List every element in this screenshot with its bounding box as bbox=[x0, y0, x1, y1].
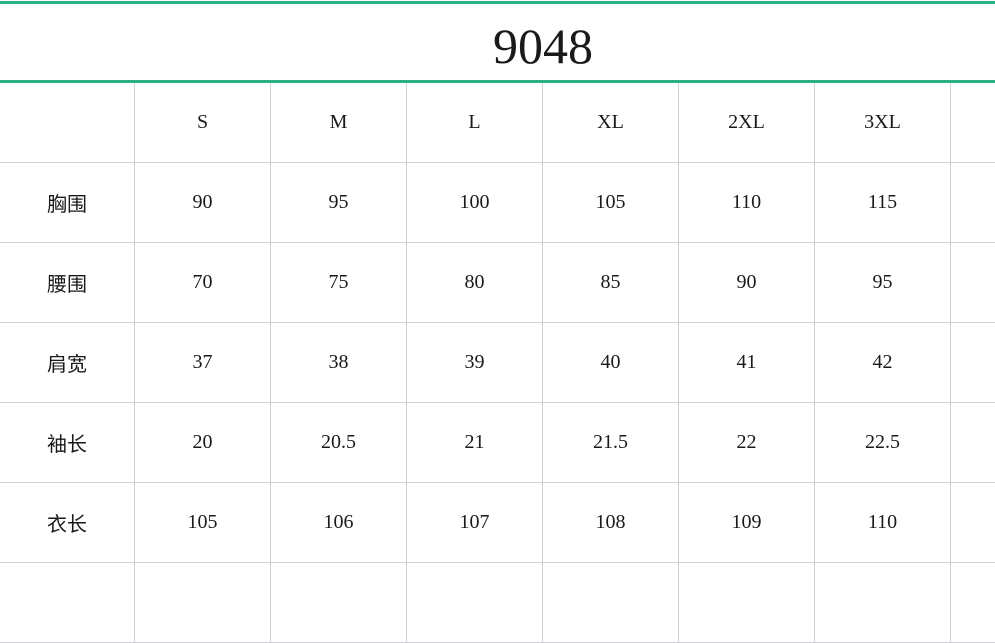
empty-cell[interactable] bbox=[543, 563, 679, 642]
sheet-title: 9048 bbox=[493, 18, 593, 74]
empty-cell[interactable] bbox=[951, 323, 995, 402]
value-cell[interactable]: 110 bbox=[815, 483, 951, 562]
value-cell[interactable]: 90 bbox=[679, 243, 815, 322]
size-header-cell[interactable]: 2XL bbox=[679, 83, 815, 162]
top-border-line bbox=[0, 1, 995, 4]
size-header-cell[interactable]: S bbox=[135, 83, 271, 162]
value-cell[interactable]: 95 bbox=[271, 163, 407, 242]
value-cell[interactable]: 106 bbox=[271, 483, 407, 562]
value-cell[interactable]: 95 bbox=[815, 243, 951, 322]
value-cell[interactable]: 20.5 bbox=[271, 403, 407, 482]
value-cell[interactable]: 90 bbox=[135, 163, 271, 242]
empty-cell[interactable] bbox=[951, 163, 995, 242]
value-cell[interactable]: 105 bbox=[135, 483, 271, 562]
empty-cell[interactable] bbox=[951, 83, 995, 162]
empty-cell[interactable] bbox=[271, 563, 407, 642]
value-cell[interactable]: 115 bbox=[815, 163, 951, 242]
row-label-cell[interactable]: 腰围 bbox=[0, 243, 135, 322]
value-cell[interactable]: 108 bbox=[543, 483, 679, 562]
empty-cell[interactable] bbox=[951, 403, 995, 482]
empty-cell[interactable] bbox=[0, 563, 135, 642]
value-cell[interactable]: 107 bbox=[407, 483, 543, 562]
value-cell[interactable]: 75 bbox=[271, 243, 407, 322]
size-header-cell[interactable]: L bbox=[407, 83, 543, 162]
title-underline bbox=[0, 80, 995, 83]
header-row: S M L XL 2XL 3XL bbox=[0, 83, 995, 163]
value-cell[interactable]: 38 bbox=[271, 323, 407, 402]
empty-cell[interactable] bbox=[815, 563, 951, 642]
value-cell[interactable]: 109 bbox=[679, 483, 815, 562]
empty-cell[interactable] bbox=[135, 563, 271, 642]
value-cell[interactable]: 70 bbox=[135, 243, 271, 322]
value-cell[interactable]: 20 bbox=[135, 403, 271, 482]
empty-cell[interactable] bbox=[951, 243, 995, 322]
value-cell[interactable]: 37 bbox=[135, 323, 271, 402]
value-cell[interactable]: 42 bbox=[815, 323, 951, 402]
size-header-cell[interactable]: XL bbox=[543, 83, 679, 162]
row-label-cell[interactable]: 袖长 bbox=[0, 403, 135, 482]
value-cell[interactable]: 41 bbox=[679, 323, 815, 402]
value-cell[interactable]: 105 bbox=[543, 163, 679, 242]
empty-row bbox=[0, 563, 995, 643]
value-cell[interactable]: 21.5 bbox=[543, 403, 679, 482]
table-row: 腰围 70 75 80 85 90 95 bbox=[0, 243, 995, 323]
value-cell[interactable]: 22 bbox=[679, 403, 815, 482]
size-table: S M L XL 2XL 3XL 胸围 90 95 100 105 110 115 腰围 70 75 80 85 9… bbox=[0, 83, 995, 643]
row-label-cell[interactable]: 肩宽 bbox=[0, 323, 135, 402]
row-label-cell[interactable]: 胸围 bbox=[0, 163, 135, 242]
corner-cell[interactable] bbox=[0, 83, 135, 162]
empty-cell[interactable] bbox=[679, 563, 815, 642]
value-cell[interactable]: 21 bbox=[407, 403, 543, 482]
value-cell[interactable]: 100 bbox=[407, 163, 543, 242]
empty-cell[interactable] bbox=[951, 563, 995, 642]
value-cell[interactable]: 22.5 bbox=[815, 403, 951, 482]
table-row: 肩宽 37 38 39 40 41 42 bbox=[0, 323, 995, 403]
value-cell[interactable]: 110 bbox=[679, 163, 815, 242]
table-row: 袖长 20 20.5 21 21.5 22 22.5 bbox=[0, 403, 995, 483]
empty-cell[interactable] bbox=[407, 563, 543, 642]
value-cell[interactable]: 80 bbox=[407, 243, 543, 322]
value-cell[interactable]: 39 bbox=[407, 323, 543, 402]
value-cell[interactable]: 40 bbox=[543, 323, 679, 402]
empty-cell[interactable] bbox=[951, 483, 995, 562]
table-row: 胸围 90 95 100 105 110 115 bbox=[0, 163, 995, 243]
row-label-cell[interactable]: 衣长 bbox=[0, 483, 135, 562]
size-header-cell[interactable]: 3XL bbox=[815, 83, 951, 162]
table-row: 衣长 105 106 107 108 109 110 bbox=[0, 483, 995, 563]
value-cell[interactable]: 85 bbox=[543, 243, 679, 322]
size-header-cell[interactable]: M bbox=[271, 83, 407, 162]
